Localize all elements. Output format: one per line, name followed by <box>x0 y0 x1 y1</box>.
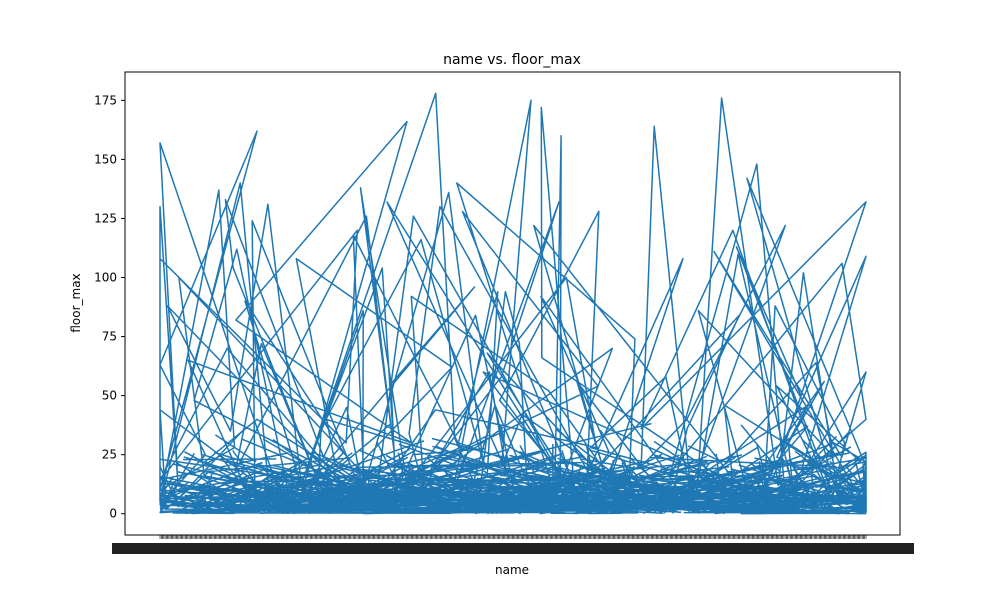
y-tick-label: 125 <box>94 211 117 225</box>
series-line-dense <box>159 422 867 515</box>
y-axis-label: floor_max <box>69 273 83 332</box>
plot-area: 0 25 50 75 100 125 150 175 <box>94 71 914 554</box>
y-tick-label: 100 <box>94 271 117 285</box>
series-layer <box>159 92 867 515</box>
y-axis-ticks: 0 25 50 75 100 125 150 175 <box>94 93 125 521</box>
y-tick-label: 0 <box>109 507 117 521</box>
y-tick-label: 150 <box>94 152 117 166</box>
x-axis-ticks <box>112 535 914 554</box>
y-tick-label: 75 <box>102 330 117 344</box>
y-tick-label: 175 <box>94 93 117 107</box>
chart-title: name vs. floor_max <box>443 52 581 68</box>
x-axis-label: name <box>495 563 529 577</box>
x-tick-labels-overlap <box>112 543 914 554</box>
y-tick-label: 50 <box>102 389 117 403</box>
y-tick-label: 25 <box>102 448 117 462</box>
plot-frame <box>124 71 901 536</box>
